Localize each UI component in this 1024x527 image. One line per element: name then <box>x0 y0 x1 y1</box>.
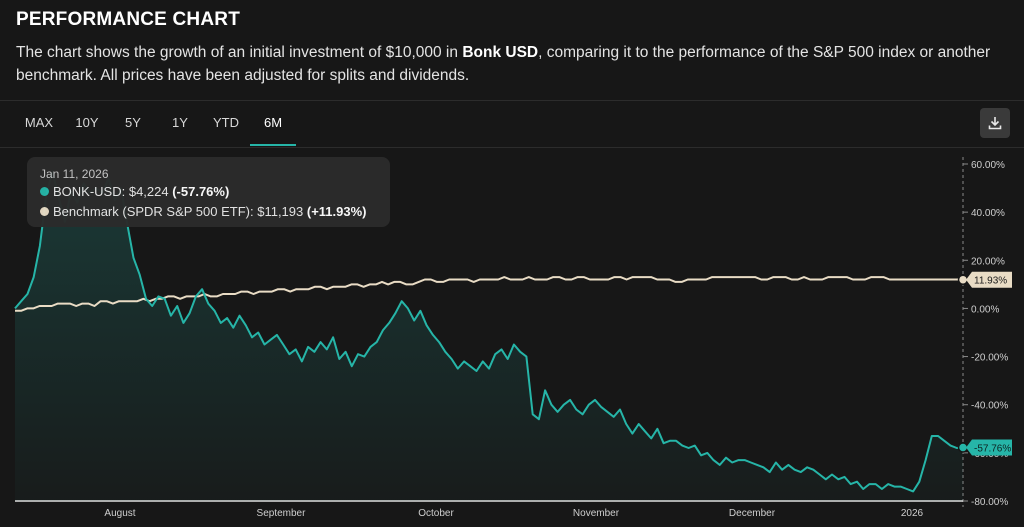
benchmark-end-label: 11.93% <box>974 276 1007 287</box>
y-tick-label: -80.00% <box>971 497 1008 508</box>
asset-legend-dot <box>40 187 49 196</box>
x-tick-label: December <box>729 508 776 519</box>
performance-chart[interactable]: 60.00%40.00%20.00%0.00%-20.00%-40.00%-60… <box>0 147 1024 527</box>
tab-5y[interactable]: 5Y <box>125 115 141 130</box>
benchmark-legend-dot <box>40 207 49 216</box>
y-tick-label: 60.00% <box>971 160 1005 171</box>
tooltip-bench-label: Benchmark (SPDR S&P 500 ETF): $11,193 <box>53 204 307 219</box>
x-tick-label: 2026 <box>901 508 924 519</box>
y-tick-label: -40.00% <box>971 401 1008 412</box>
desc-text-2: , comparing it to the performance of the… <box>16 44 991 84</box>
asset-end-label: -57.76% <box>974 443 1011 454</box>
tooltip-asset-label: BONK-USD: $4,224 <box>53 184 173 199</box>
tooltip-date: Jan 11, 2026 <box>40 167 109 181</box>
asset-area <box>15 171 963 501</box>
tooltip-bench-row: Benchmark (SPDR S&P 500 ETF): $11,193 (+… <box>40 204 366 219</box>
tab-10y[interactable]: 10Y <box>75 115 99 130</box>
x-tick-label: August <box>104 508 135 519</box>
asset-end-label-bg <box>966 439 1012 456</box>
y-tick-label: 40.00% <box>971 208 1005 219</box>
y-tick-label: 20.00% <box>971 256 1005 267</box>
chart-description: The chart shows the growth of an initial… <box>16 41 1016 87</box>
desc-text-1: The chart shows the growth of an initial… <box>16 44 463 61</box>
tab-1y[interactable]: 1Y <box>172 115 188 130</box>
tooltip-asset-row: BONK-USD: $4,224 (-57.76%) <box>40 184 229 199</box>
download-button[interactable] <box>980 108 1010 138</box>
y-tick-label: 0.00% <box>971 304 999 315</box>
benchmark-end-label-bg <box>966 271 1012 288</box>
asset-line <box>14 170 964 493</box>
desc-asset-name: Bonk USD <box>462 44 539 61</box>
tab-6m[interactable]: 6M <box>250 101 296 146</box>
chart-tooltip: Jan 11, 2026 BONK-USD: $4,224 (-57.76%) … <box>27 157 390 227</box>
tooltip-asset-change: (-57.76%) <box>172 184 230 199</box>
page-title: PERFORMANCE CHART <box>16 9 241 30</box>
tooltip-bench-change: (+11.93%) <box>306 204 367 219</box>
x-tick-label: October <box>418 508 454 519</box>
x-tick-label: November <box>573 508 620 519</box>
benchmark-line <box>15 276 964 312</box>
x-tick-label: September <box>257 508 307 519</box>
tab-ytd[interactable]: YTD <box>213 115 239 130</box>
tab-max[interactable]: MAX <box>24 115 54 130</box>
range-tabs: MAX 10Y 5Y 1Y YTD 6M <box>0 100 1024 148</box>
download-icon <box>988 117 1002 130</box>
y-tick-label: -20.00% <box>971 353 1008 364</box>
